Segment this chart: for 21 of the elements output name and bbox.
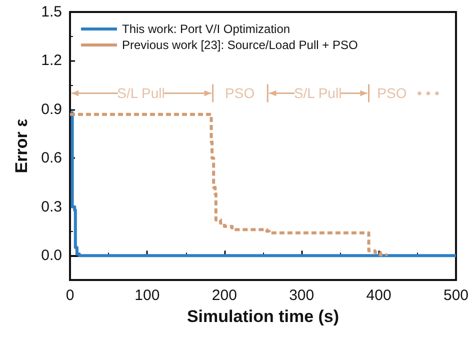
x-tick-label: 400 xyxy=(366,287,392,304)
y-tick-label: 1.2 xyxy=(41,52,62,70)
y-axis-title: Error ε xyxy=(12,118,31,174)
x-tick-label: 300 xyxy=(289,287,314,304)
x-tick-label: 0 xyxy=(66,287,74,304)
x-axis-title: Simulation time (s) xyxy=(186,307,340,326)
y-tick-label: 0.6 xyxy=(41,150,62,167)
annotation: PSO xyxy=(377,85,407,102)
y-tick-label: 0.3 xyxy=(41,198,62,216)
y-tick-label: 1.5 xyxy=(41,4,62,20)
annotation: S/L Pull xyxy=(117,85,165,102)
x-tick-label: 200 xyxy=(212,287,237,304)
annotation: PSO xyxy=(225,85,255,102)
x-tick-label: 100 xyxy=(134,287,160,304)
y-tick-label: 0.9 xyxy=(41,100,62,118)
annotation: • • • xyxy=(416,85,440,102)
x-tick-label: 500 xyxy=(443,287,469,304)
annotation: S/L Pull xyxy=(294,85,342,102)
legend-label: Previous work [23]: Source/Load Pull + PSO xyxy=(122,38,358,52)
legend-label: This work: Port V/I Optimization xyxy=(122,22,290,36)
y-tick-label: 0.0 xyxy=(41,247,62,264)
